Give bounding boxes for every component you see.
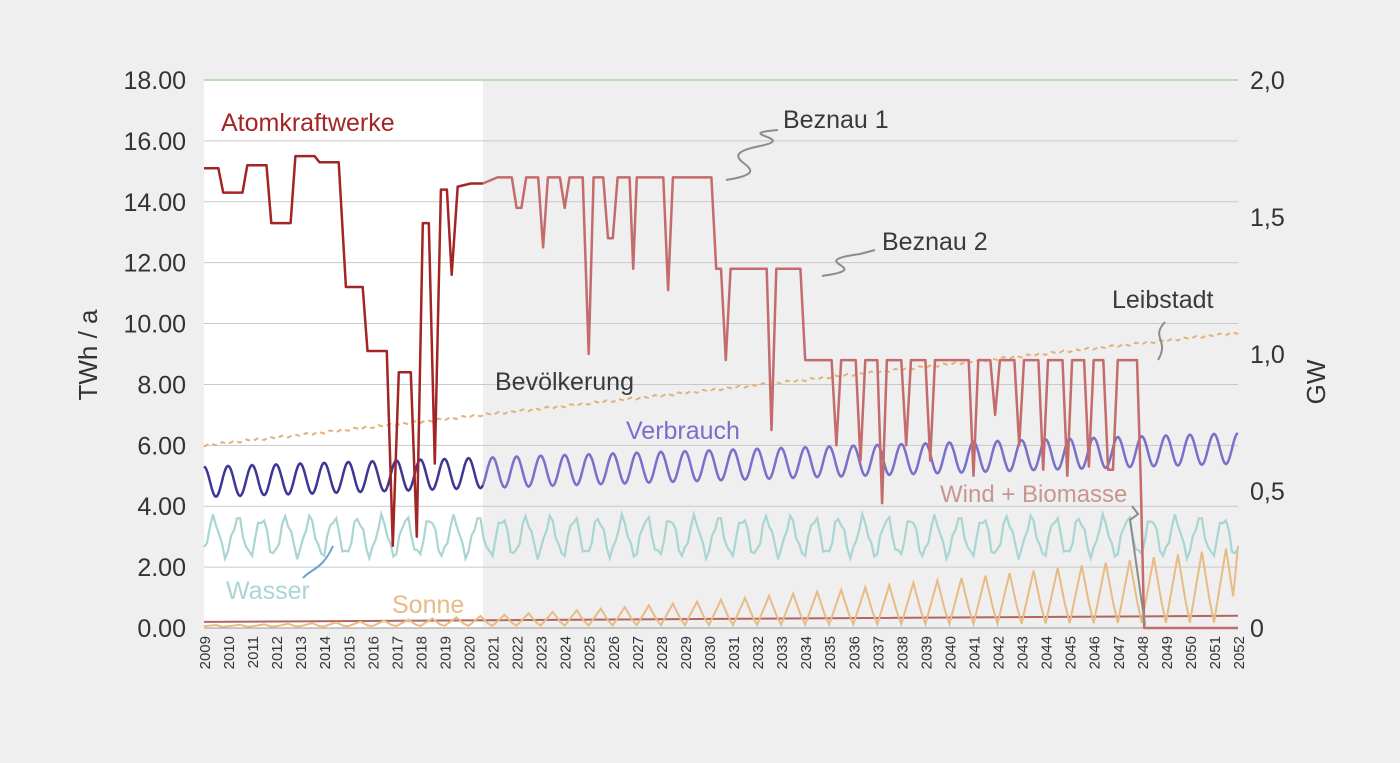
label-bevoelkerung: Bevölkerung [495, 368, 634, 396]
x-tick-label: 2030 [702, 636, 719, 669]
series-verbrauch-history [203, 456, 484, 499]
x-tick-label: 2024 [558, 636, 575, 669]
y-tick-label: 18.00 [123, 67, 186, 95]
callouts-layer [302, 129, 1166, 626]
x-tick-label: 2048 [1135, 636, 1152, 669]
label-beznau1: Beznau 1 [783, 106, 889, 134]
label-wind-biomasse: Wind + Biomasse [940, 481, 1127, 508]
x-tick-label: 2041 [967, 636, 984, 669]
label-beznau2: Beznau 2 [882, 228, 988, 256]
y-tick-label: 16.00 [123, 128, 186, 156]
x-tick-label: 2050 [1183, 636, 1200, 669]
callout-beznau1 [725, 129, 779, 181]
label-atomkraftwerke: Atomkraftwerke [221, 109, 395, 137]
x-tick-label: 2018 [413, 636, 430, 669]
y-tick-label: 14.00 [123, 189, 186, 217]
x-tick-label: 2042 [991, 636, 1008, 669]
x-tick-label: 2013 [293, 636, 310, 669]
series-sonne [203, 545, 1239, 628]
callout-wind [1128, 505, 1146, 626]
x-tick-label: 2038 [894, 636, 911, 669]
x-tick-label: 2035 [822, 636, 839, 669]
x-tick-label: 2010 [221, 636, 238, 669]
y2-tick-label: 1,0 [1250, 341, 1285, 369]
y-tick-label: 10.00 [123, 311, 186, 339]
callout-leibstadt [1157, 321, 1166, 361]
x-tick-label: 2046 [1087, 636, 1104, 669]
x-tick-label: 2020 [462, 636, 479, 669]
series-bevoelkerung [203, 331, 1239, 448]
x-tick-label: 2012 [269, 636, 286, 669]
y-tick-label: 12.00 [123, 250, 186, 278]
y2-tick-label: 2,0 [1250, 67, 1285, 95]
annotation-labels: Atomkraftwerke Beznau 1 Beznau 2 Leibsta… [221, 106, 1214, 619]
x-tick-label: 2034 [798, 636, 815, 669]
x-tick-label: 2021 [486, 636, 503, 669]
x-tick-label: 2009 [197, 636, 214, 669]
label-wasser: Wasser [226, 577, 310, 605]
x-tick-label: 2037 [870, 636, 887, 669]
y-tick-label: 8.00 [137, 371, 186, 399]
x-tick-label: 2029 [678, 636, 695, 669]
y2-tick-label: 0 [1250, 615, 1264, 643]
x-axis: 2009 2010 2011 2012 2013 2014 2015 2016 2017 2018… [197, 636, 1248, 669]
series-atomkraftwerke-forecast [482, 176, 1238, 630]
y-tick-label: 0.00 [137, 615, 186, 643]
x-tick-label: 2043 [1015, 636, 1032, 669]
callout-beznau2 [821, 249, 876, 277]
x-tick-label: 2032 [750, 636, 767, 669]
y-tick-label: 6.00 [137, 432, 186, 460]
y-axis-label: TWh / a [73, 309, 103, 401]
x-tick-label: 2045 [1063, 636, 1080, 669]
x-tick-label: 2023 [534, 636, 551, 669]
y2-axis-label: GW [1301, 359, 1331, 404]
y-tick-label: 4.00 [137, 493, 186, 521]
x-tick-label: 2022 [510, 636, 527, 669]
x-tick-label: 2028 [654, 636, 671, 669]
y-tick-label: 2.00 [137, 554, 186, 582]
x-tick-label: 2025 [582, 636, 599, 669]
x-tick-label: 2017 [389, 636, 406, 669]
x-tick-label: 2014 [317, 636, 334, 669]
y2-tick-label: 0,5 [1250, 478, 1285, 506]
x-tick-label: 2039 [918, 636, 935, 669]
x-tick-label: 2027 [630, 636, 647, 669]
x-tick-label: 2040 [942, 636, 959, 669]
series-verbrauch-forecast [481, 432, 1239, 489]
series-wasser [203, 509, 1239, 563]
x-tick-label: 2011 [245, 636, 262, 668]
y2-tick-label: 1,5 [1250, 204, 1285, 232]
callout-wasser [302, 545, 334, 579]
series-wind-biomasse [203, 614, 1239, 623]
x-tick-label: 2051 [1207, 636, 1224, 669]
series-layer [203, 154, 1239, 630]
label-leibstadt: Leibstadt [1112, 286, 1214, 314]
x-tick-label: 2033 [774, 636, 791, 669]
series-atomkraftwerke-history [204, 154, 483, 548]
x-tick-label: 2052 [1231, 636, 1248, 669]
x-tick-label: 2044 [1039, 636, 1056, 669]
x-tick-label: 2049 [1159, 636, 1176, 669]
label-verbrauch: Verbrauch [626, 417, 740, 445]
label-sonne: Sonne [392, 591, 464, 619]
x-tick-label: 2031 [726, 636, 743, 669]
gridlines [204, 140, 1238, 629]
x-tick-label: 2036 [846, 636, 863, 669]
x-tick-label: 2047 [1111, 636, 1128, 669]
x-tick-label: 2015 [341, 636, 358, 669]
x-tick-label: 2016 [365, 636, 382, 669]
y-axis-right: 0 0,5 1,0 1,5 2,0 [1250, 67, 1285, 643]
x-tick-label: 2019 [438, 636, 455, 669]
x-tick-label: 2026 [606, 636, 623, 669]
y-axis-left: 0.00 2.00 4.00 6.00 8.00 10.00 12.00 14.00 16.00… [123, 67, 186, 643]
